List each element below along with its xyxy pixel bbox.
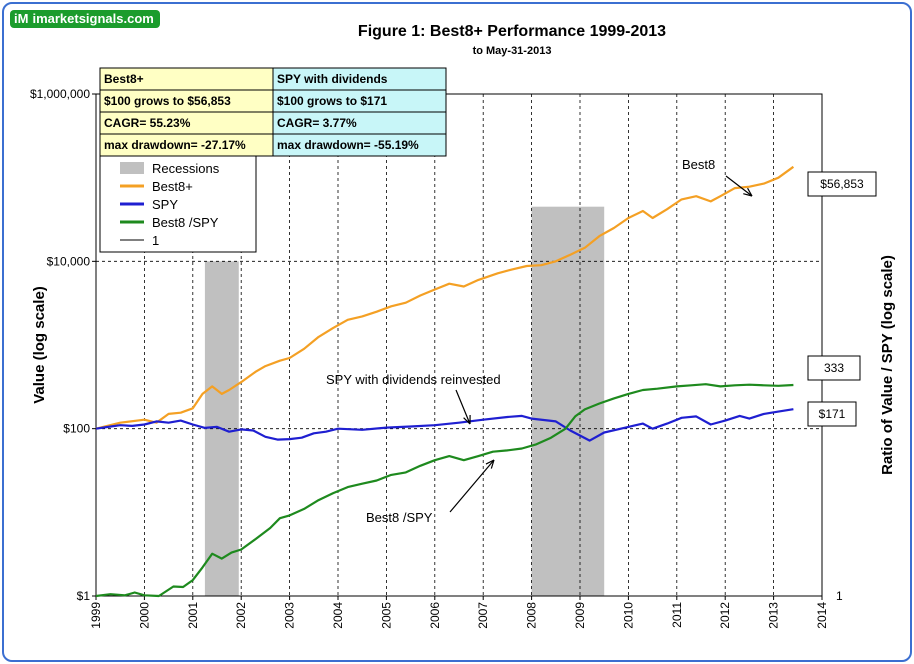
stats-table-text: $100 grows to $171 — [277, 94, 387, 108]
series-line-best8-spy — [95, 383, 794, 598]
end-value-label: $171 — [819, 407, 846, 421]
x-tick-label: 2011 — [670, 602, 684, 628]
stats-table-text: Best8+ — [104, 72, 144, 86]
stats-table-text: CAGR= 55.23% — [104, 116, 191, 130]
x-tick-label: 2013 — [767, 602, 781, 629]
x-tick-label: 2009 — [573, 602, 587, 629]
x-tick-label: 2001 — [186, 602, 200, 629]
stats-table-cell — [272, 133, 447, 157]
annotation-arrow-ratio-head — [485, 459, 495, 469]
legend-swatch — [120, 162, 144, 174]
x-tick-label: 2014 — [815, 602, 829, 629]
stats-table-text: CAGR= 3.77% — [277, 116, 357, 130]
legend-label: 1 — [152, 233, 159, 248]
x-tick-label: 1999 — [89, 602, 103, 629]
x-tick-label: 2006 — [428, 602, 442, 629]
legend-label: Recessions — [152, 161, 220, 176]
x-tick-label: 2004 — [331, 602, 345, 629]
chart-title: Figure 1: Best8+ Performance 1999-2013 — [358, 23, 666, 40]
annotation-spy: SPY with dividends reinvested — [326, 372, 501, 387]
x-tick-label: 2000 — [137, 602, 151, 629]
site-logo[interactable]: iM imarketsignals.com — [10, 10, 160, 28]
x-tick-label: 2003 — [283, 602, 297, 629]
x-tick-label: 2005 — [379, 602, 393, 629]
recession-band — [531, 206, 605, 596]
annotation-arrow-ratio — [449, 459, 495, 513]
x-tick-label: 2010 — [621, 602, 635, 629]
y-axis-label-left: Value (log scale) — [31, 286, 48, 404]
x-tick-label: 2002 — [234, 602, 248, 629]
annotation-arrow-best8 — [725, 175, 753, 197]
y-tick-label: $10,000 — [47, 254, 91, 268]
end-value-box — [807, 401, 857, 427]
y-tick-label: $1,000,000 — [30, 87, 90, 101]
stats-table-text: $100 grows to $56,853 — [104, 94, 231, 108]
annotation-arrow-spy — [455, 389, 471, 425]
performance-chart: Figure 1: Best8+ Performance 1999-2013 to… — [30, 23, 896, 629]
series-line-best8- — [95, 165, 795, 430]
series-line-spy — [95, 408, 794, 442]
plot-border — [95, 93, 823, 597]
chart-subtitle: to May-31-2013 — [473, 45, 552, 57]
x-tick-label: 2007 — [476, 602, 490, 629]
logo-text: imarketsignals.com — [32, 11, 154, 26]
stats-table-text: max drawdown= -27.17% — [104, 138, 246, 152]
y-tick-label: $100 — [63, 422, 90, 436]
end-value-label: $56,853 — [820, 177, 864, 191]
annotation-best8: Best8 — [682, 157, 715, 172]
y-axis-label-right: Ratio of Value / SPY (log scale) — [879, 255, 896, 475]
legend-label: Best8+ — [152, 179, 193, 194]
y-right-tick-label: 1 — [836, 589, 843, 603]
stats-table-text: SPY with dividends — [277, 72, 388, 86]
logo-mark: iM — [14, 11, 29, 26]
annotation-arrow-best8-head — [743, 187, 753, 197]
legend-label: Best8 /SPY — [152, 215, 219, 230]
y-tick-label: $1 — [77, 589, 91, 603]
annotation-ratio: Best8 /SPY — [366, 510, 433, 525]
end-value-label: 333 — [824, 361, 844, 375]
end-value-box — [807, 355, 861, 381]
annotation-arrow-spy-head — [463, 414, 471, 425]
legend-label: SPY — [152, 197, 178, 212]
x-tick-label: 2008 — [525, 602, 539, 629]
end-value-box — [807, 171, 877, 197]
stats-table-text: max drawdown= -55.19% — [277, 138, 419, 152]
x-tick-label: 2012 — [718, 602, 732, 629]
